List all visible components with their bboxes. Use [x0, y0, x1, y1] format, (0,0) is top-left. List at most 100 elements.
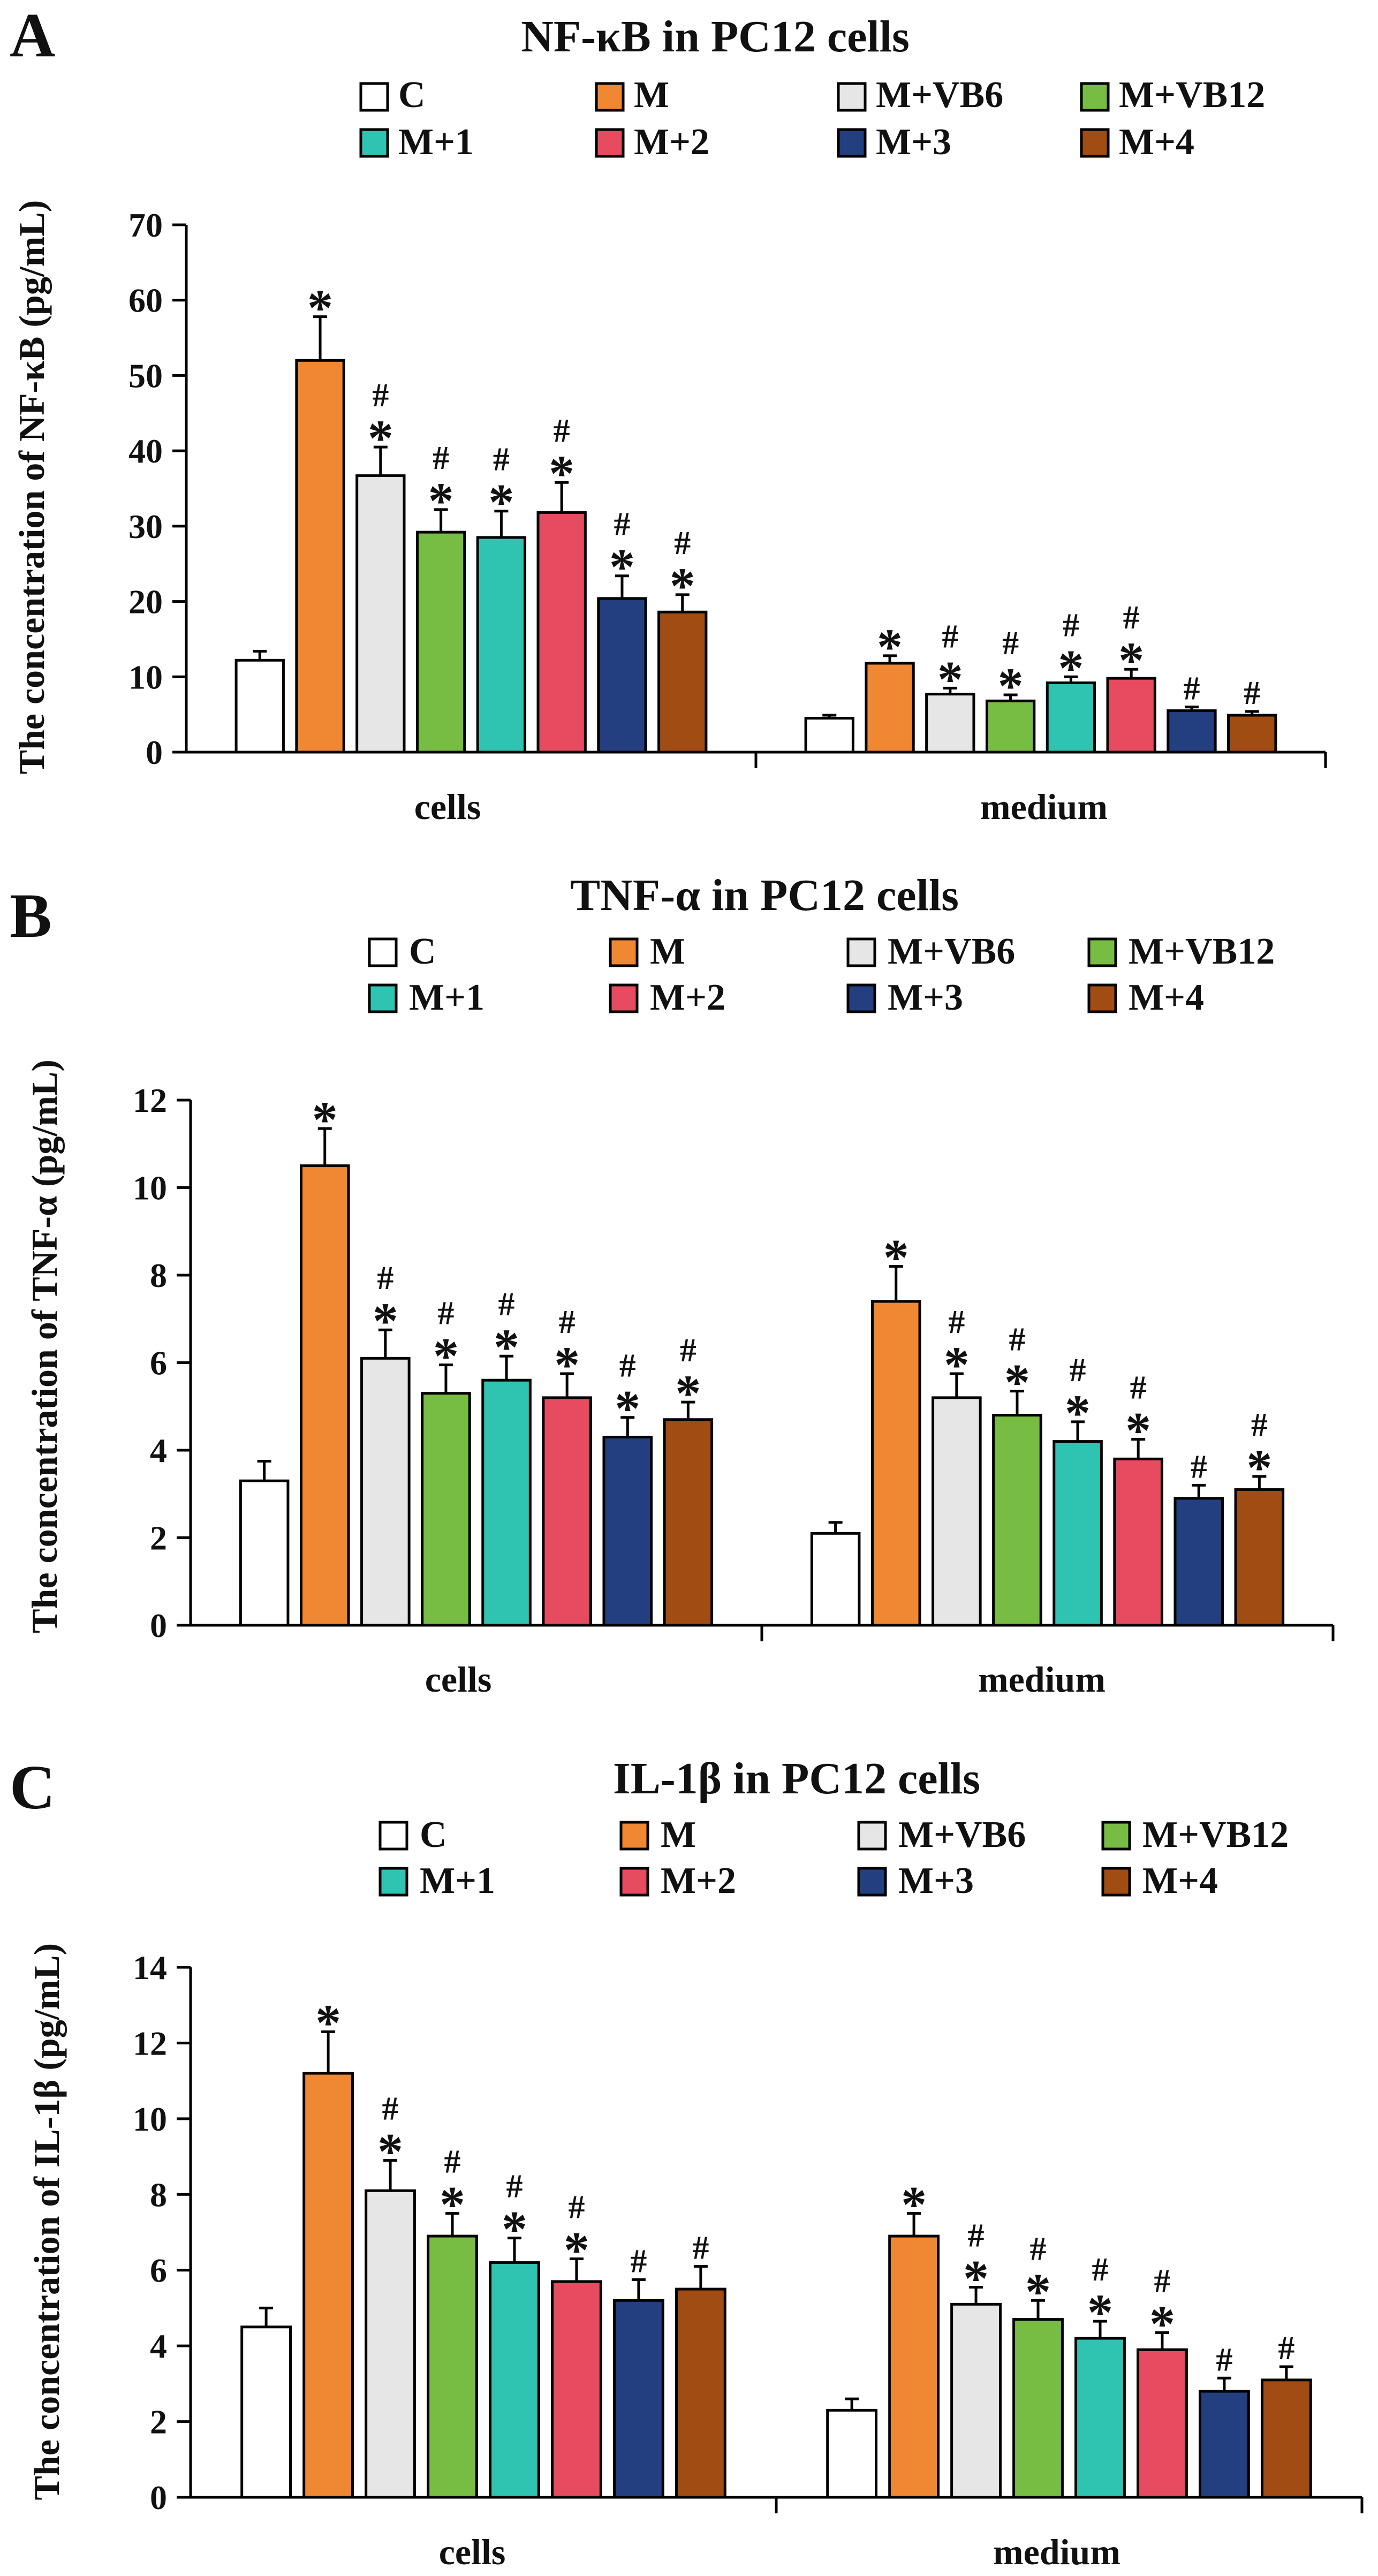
legend-swatch-c-7 — [1101, 1867, 1131, 1897]
legend-label-b-5: M+2 — [650, 977, 725, 1018]
bar-c-medium-mplus-4 — [1260, 2378, 1312, 2499]
legend-b: C M M+VB6 M+VB12 M+1 M+2 M+3 M+4 — [368, 931, 1275, 1018]
bar-b-medium-mplus-1 — [1053, 1440, 1103, 1627]
bar-c-cells-mplus-2 — [551, 2280, 602, 2499]
significance-star-a-0-4: * — [488, 474, 514, 531]
bar-c-cells-m — [302, 2072, 354, 2499]
chart-title-b: TNF-α in PC12 cells — [570, 870, 959, 920]
significance-star-a-1-3: * — [998, 657, 1024, 715]
legend-label-c-1: M — [661, 1814, 696, 1855]
significance-hash-c-1-7: # — [1278, 2330, 1294, 2367]
bar-b-medium-mplus-2 — [1113, 1457, 1163, 1627]
bar-a-medium-mplus-3 — [1167, 709, 1217, 754]
significance-star-b-1-7: * — [1246, 1439, 1272, 1496]
significance-star-c-0-3: * — [440, 2176, 465, 2233]
significance-hash-c-1-5: # — [1154, 2263, 1170, 2299]
legend-swatch-c-2 — [857, 1821, 887, 1851]
legend-swatch-a-6 — [837, 128, 867, 158]
significance-star-b-1-2: * — [944, 1336, 970, 1393]
category-label-a-cells: cells — [414, 786, 481, 827]
significance-hash-a-0-5: # — [554, 413, 570, 449]
significance-hash-c-1-3: # — [1030, 2231, 1047, 2267]
bar-a-cells-mplus-3 — [597, 597, 647, 754]
y-axis-label-c: The concentration of IL-1β (pg/mL) — [26, 1943, 67, 2501]
category-label-a-medium: medium — [980, 786, 1108, 827]
y-tick-label-c-1: 2 — [150, 2403, 167, 2441]
significance-hash-a-1-5: # — [1123, 600, 1140, 636]
significance-star-b-1-4: * — [1065, 1384, 1091, 1442]
significance-star-a-1-4: * — [1058, 639, 1084, 696]
legend-swatch-b-6 — [846, 983, 876, 1013]
significance-star-b-0-6: * — [615, 1380, 640, 1437]
legend-label-b-6: M+3 — [888, 977, 963, 1018]
significance-hash-c-0-2: # — [382, 2091, 399, 2127]
bar-c-medium-mplus-2 — [1137, 2348, 1188, 2499]
legend-swatch-a-3 — [1080, 82, 1110, 112]
significance-star-c-0-5: * — [564, 2222, 589, 2279]
significance-star-a-1-5: * — [1118, 632, 1144, 689]
bar-a-medium-mplus-1 — [1046, 681, 1096, 754]
y-tick-label-a-7: 70 — [128, 206, 163, 244]
significance-hash-b-1-2: # — [948, 1304, 965, 1340]
bar-c-cells-mplus-vb12 — [427, 2234, 478, 2499]
bar-b-medium-m — [870, 1300, 921, 1627]
legend-label-c-0: C — [420, 1814, 447, 1855]
significance-hash-b-1-6: # — [1191, 1449, 1207, 1485]
significance-star-c-1-2: * — [963, 2250, 989, 2307]
significance-star-a-0-7: * — [670, 557, 695, 615]
bar-a-cells-mplus-vb6 — [355, 474, 406, 754]
panel-letter-a: A — [10, 0, 55, 70]
panel-b: B TNF-α in PC12 cells C M M+VB6 M+VB12 M… — [10, 870, 1335, 1700]
y-tick-label-b-1: 2 — [150, 1519, 167, 1557]
bar-b-cells-mplus-vb12 — [421, 1392, 471, 1627]
significance-hash-b-0-4: # — [498, 1286, 515, 1323]
significance-hash-b-0-5: # — [559, 1304, 576, 1340]
bar-a-cells-mplus-2 — [536, 511, 587, 754]
legend-label-c-7: M+4 — [1142, 1860, 1218, 1901]
significance-star-c-1-3: * — [1025, 2263, 1051, 2320]
bar-a-medium-c — [804, 717, 854, 754]
bar-b-cells-mplus-1 — [481, 1378, 532, 1627]
bar-c-medium-mplus-vb12 — [1012, 2318, 1064, 2499]
legend-label-a-2: M+VB6 — [876, 74, 1003, 116]
bar-b-medium-mplus-4 — [1234, 1488, 1285, 1627]
legend-swatch-a-5 — [595, 128, 625, 158]
significance-hash-c-0-3: # — [444, 2144, 461, 2180]
significance-star-b-0-1: * — [312, 1091, 338, 1148]
bar-b-cells-mplus-vb6 — [360, 1357, 411, 1627]
legend-label-b-7: M+4 — [1129, 977, 1204, 1018]
legend-label-b-2: M+VB6 — [888, 931, 1015, 972]
y-tick-label-b-2: 4 — [150, 1431, 167, 1469]
significance-hash-c-1-6: # — [1216, 2342, 1232, 2378]
significance-hash-a-0-7: # — [674, 525, 691, 562]
bar-c-medium-mplus-1 — [1074, 2337, 1126, 2499]
significance-star-c-1-4: * — [1087, 2284, 1113, 2341]
bar-b-cells-mplus-2 — [542, 1396, 592, 1627]
legend-swatch-a-1 — [595, 82, 625, 112]
y-tick-label-b-0: 0 — [150, 1607, 167, 1645]
panel-letter-b: B — [10, 881, 52, 951]
legend-label-a-0: C — [398, 74, 426, 116]
significance-star-b-1-3: * — [1004, 1354, 1030, 1411]
bar-b-cells-m — [299, 1164, 350, 1627]
significance-star-b-0-3: * — [433, 1328, 459, 1385]
bar-c-medium-mplus-vb6 — [950, 2302, 1002, 2499]
legend-swatch-a-7 — [1080, 128, 1110, 158]
y-tick-label-b-6: 12 — [133, 1081, 167, 1119]
significance-hash-c-1-4: # — [1092, 2252, 1108, 2288]
bar-a-cells-m — [295, 359, 345, 754]
legend-label-a-4: M+1 — [398, 122, 474, 163]
legend-a: C M M+VB6 M+VB12 M+1 M+2 M+3 M+4 — [359, 74, 1265, 163]
y-tick-label-c-5: 10 — [133, 2100, 167, 2138]
significance-hash-c-0-4: # — [506, 2169, 523, 2205]
y-tick-label-a-0: 0 — [146, 733, 163, 771]
legend-swatch-b-1 — [609, 937, 639, 967]
significance-star-c-0-1: * — [315, 1994, 341, 2051]
legend-label-b-1: M — [650, 931, 685, 972]
legend-label-b-3: M+VB12 — [1129, 931, 1275, 972]
legend-label-c-6: M+3 — [898, 1860, 974, 1901]
significance-star-b-0-5: * — [554, 1336, 580, 1393]
legend-label-c-5: M+2 — [661, 1860, 736, 1901]
